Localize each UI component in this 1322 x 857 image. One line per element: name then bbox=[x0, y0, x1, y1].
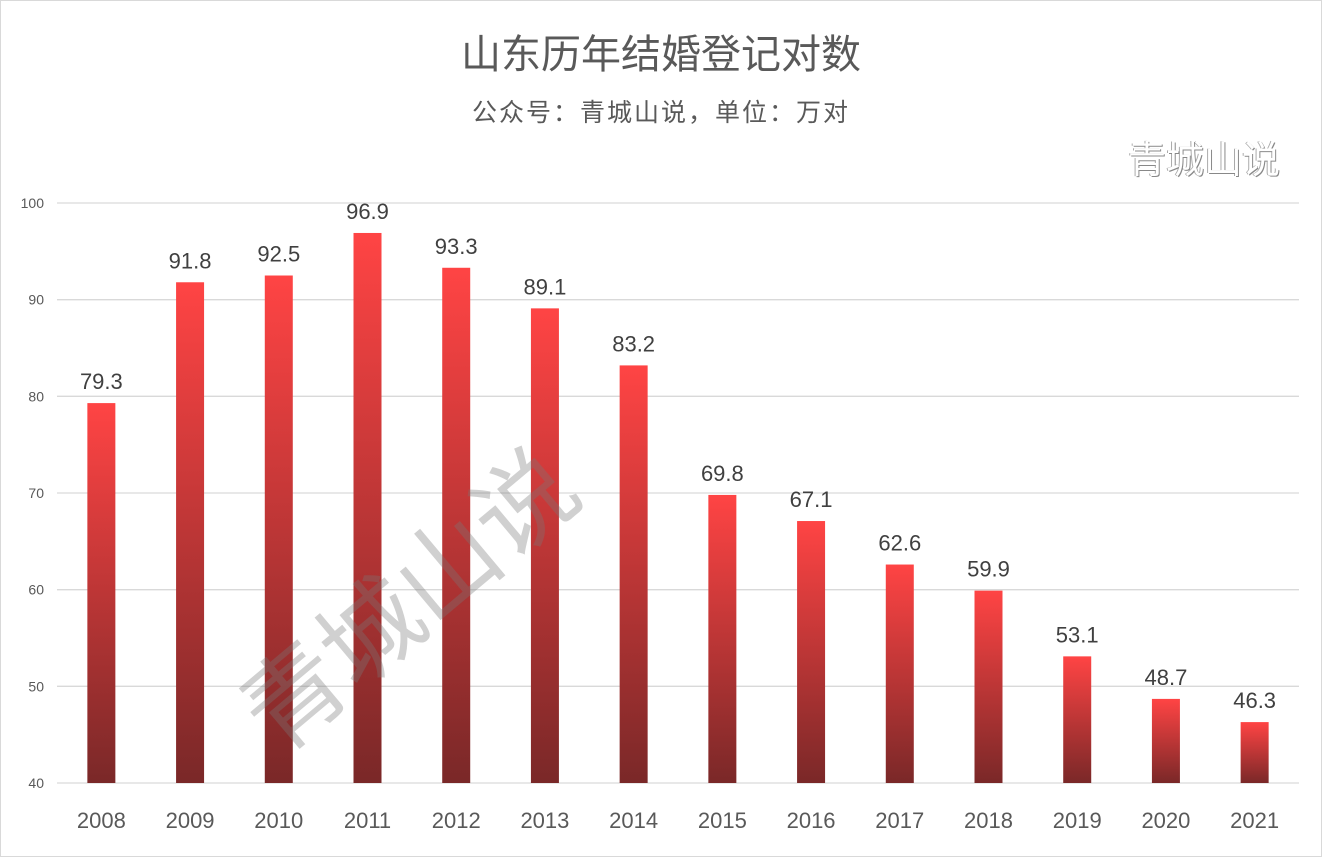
x-tick-label: 2008 bbox=[77, 808, 126, 833]
data-label: 92.5 bbox=[257, 242, 300, 267]
x-tick-label: 2021 bbox=[1230, 808, 1279, 833]
bar bbox=[353, 232, 382, 783]
y-tick-label: 70 bbox=[28, 485, 44, 501]
bar bbox=[708, 494, 737, 783]
x-tick-label: 2018 bbox=[964, 808, 1013, 833]
x-tick-label: 2010 bbox=[254, 808, 303, 833]
data-label: 79.3 bbox=[80, 369, 123, 394]
chart-subtitle: 公众号：青城山说，单位：万对 bbox=[471, 98, 850, 127]
bar bbox=[1063, 656, 1092, 783]
data-label: 93.3 bbox=[435, 234, 478, 259]
data-label: 59.9 bbox=[967, 557, 1010, 582]
y-tick-label: 60 bbox=[28, 582, 44, 598]
y-tick-label: 90 bbox=[28, 292, 44, 308]
x-tick-label: 2013 bbox=[520, 808, 569, 833]
x-tick-label: 2012 bbox=[432, 808, 481, 833]
y-tick-label: 40 bbox=[28, 775, 44, 791]
y-tick-label: 50 bbox=[28, 678, 44, 694]
data-label: 91.8 bbox=[169, 248, 212, 273]
x-tick-label: 2016 bbox=[787, 808, 836, 833]
bar bbox=[797, 521, 826, 783]
bar bbox=[1151, 698, 1180, 783]
x-tick-label: 2019 bbox=[1053, 808, 1102, 833]
data-label: 46.3 bbox=[1233, 688, 1276, 713]
bar bbox=[974, 590, 1003, 783]
x-tick-label: 2020 bbox=[1141, 808, 1190, 833]
bar bbox=[176, 282, 205, 783]
bar bbox=[87, 403, 116, 783]
x-tick-label: 2011 bbox=[344, 808, 391, 833]
x-tick-label: 2017 bbox=[875, 808, 924, 833]
x-tick-label: 2014 bbox=[609, 808, 658, 833]
bar bbox=[1240, 722, 1269, 783]
bar bbox=[530, 308, 559, 783]
data-label: 62.6 bbox=[878, 531, 921, 556]
data-label: 83.2 bbox=[612, 331, 655, 356]
data-label: 48.7 bbox=[1145, 665, 1188, 690]
y-tick-label: 100 bbox=[21, 195, 45, 211]
data-label: 67.1 bbox=[790, 487, 833, 512]
y-tick-label: 80 bbox=[28, 388, 44, 404]
data-label: 69.8 bbox=[701, 461, 744, 486]
bar bbox=[619, 365, 648, 783]
x-tick-label: 2009 bbox=[166, 808, 215, 833]
x-tick-label: 2015 bbox=[698, 808, 747, 833]
data-label: 89.1 bbox=[524, 274, 567, 299]
bar bbox=[264, 275, 293, 783]
bar bbox=[885, 564, 914, 783]
data-label: 96.9 bbox=[346, 199, 389, 224]
chart-title: 山东历年结婚登记对数 bbox=[461, 32, 861, 78]
data-label: 53.1 bbox=[1056, 622, 1099, 647]
bar bbox=[442, 267, 471, 783]
corner-watermark: 青城山说 bbox=[1128, 138, 1281, 182]
